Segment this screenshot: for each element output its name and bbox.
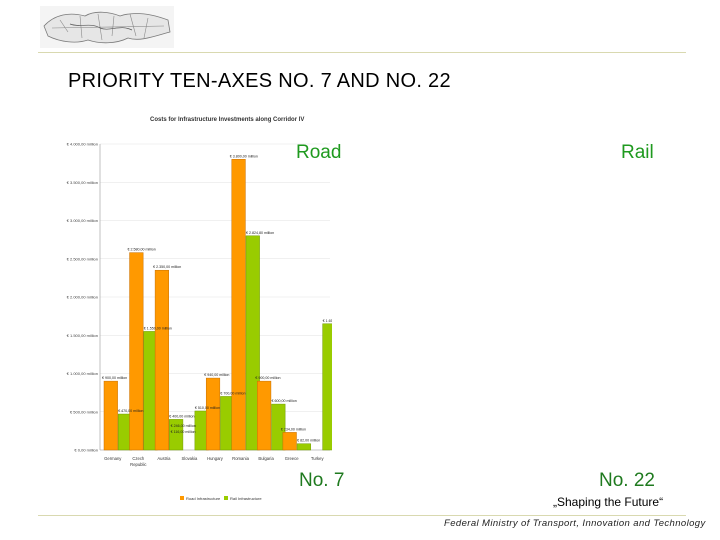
data-label: € 510,00 million bbox=[195, 406, 220, 410]
road-bar-4 bbox=[205, 377, 221, 451]
rail-bar-5 bbox=[245, 235, 260, 451]
data-label: € 940,00 million bbox=[204, 373, 229, 377]
road-bar-7 bbox=[282, 432, 297, 451]
y-tick-label: € 3.500,00 million bbox=[67, 180, 98, 185]
x-tick-label: Germany bbox=[104, 456, 122, 461]
road-bar-2 bbox=[154, 269, 169, 451]
x-tick-label: Slovakia bbox=[182, 456, 198, 461]
bottom-divider bbox=[38, 515, 686, 516]
y-tick-label: € 2.500,00 million bbox=[67, 256, 98, 261]
x-tick-label: Austria bbox=[157, 456, 171, 461]
axis-no7-label: No. 7 bbox=[299, 470, 345, 491]
page-title: PRIORITY TEN-AXES NO. 7 AND NO. 22 bbox=[68, 70, 451, 92]
europe-map-logo bbox=[40, 6, 174, 48]
rail-label: Rail bbox=[621, 142, 654, 163]
chart-title: Costs for Infrastructure Investments alo… bbox=[150, 117, 304, 123]
x-tick-label: Republic bbox=[130, 462, 146, 467]
y-tick-label: € 1.500,00 million bbox=[67, 333, 98, 338]
data-label: € 700,00 million bbox=[220, 391, 245, 395]
rail-bar-8 bbox=[322, 323, 332, 451]
road-bar-1 bbox=[129, 252, 144, 451]
x-tick-label: Bulgaria bbox=[258, 456, 274, 461]
top-divider bbox=[38, 52, 686, 53]
rail-bar-2 bbox=[169, 419, 184, 451]
x-tick-label: Czech bbox=[132, 456, 145, 461]
data-label: € 234,00 million bbox=[281, 427, 306, 431]
rail-bar-7 bbox=[296, 443, 311, 451]
data-label: € 900,00 million bbox=[255, 376, 280, 380]
y-tick-label: € 2.000,00 million bbox=[67, 295, 98, 300]
rail-bar-6 bbox=[271, 403, 286, 451]
data-label: € 3.800,00 million bbox=[230, 154, 258, 158]
data-label: € 600,00 million bbox=[272, 399, 297, 403]
legend-swatch bbox=[224, 496, 228, 500]
road-label: Road bbox=[296, 142, 342, 163]
data-label-extra: € 246,00 million bbox=[171, 424, 196, 428]
data-label: € 470,00 million bbox=[118, 409, 143, 413]
road-bar-5 bbox=[231, 159, 246, 451]
data-label: € 1.650,00 million bbox=[323, 319, 332, 323]
data-label: € 400,00 million bbox=[169, 414, 194, 418]
data-label: € 900,00 million bbox=[102, 376, 127, 380]
data-label: € 2.824,80 million bbox=[246, 231, 274, 235]
axis-no22-label: No. 22 bbox=[599, 470, 655, 491]
x-tick-label: Greece bbox=[285, 456, 299, 461]
y-tick-label: € 3.000,00 million bbox=[67, 218, 98, 223]
ministry-footer: Federal Ministry of Transport, Innovatio… bbox=[444, 518, 706, 529]
y-tick-label: € 0,00 million bbox=[74, 448, 98, 453]
slogan: „Shaping the Future“ bbox=[553, 495, 664, 509]
y-tick-label: € 1.000,00 million bbox=[67, 371, 98, 376]
data-label-extra: € 116,00 million bbox=[171, 430, 196, 434]
investment-bar-chart: Costs for Infrastructure Investments alo… bbox=[67, 117, 332, 501]
y-tick-label: € 500,00 million bbox=[70, 409, 98, 414]
x-tick-label: Romania bbox=[232, 456, 249, 461]
data-label: € 2.580,00 million bbox=[128, 248, 156, 252]
legend-entry: Rail Infrastructure bbox=[230, 496, 262, 501]
legend-entry: Road Infrastructure bbox=[186, 496, 221, 501]
road-bar-6 bbox=[257, 380, 272, 451]
data-label: € 82,00 million bbox=[297, 439, 320, 443]
road-bar-0 bbox=[103, 380, 118, 451]
x-tick-label: Turkey bbox=[311, 456, 325, 461]
data-label: € 2.350,00 million bbox=[153, 265, 181, 269]
data-label: € 1.550,00 million bbox=[144, 326, 172, 330]
y-tick-label: € 4.000,00 million bbox=[67, 142, 98, 147]
x-tick-label: Hungary bbox=[207, 456, 224, 461]
legend-swatch bbox=[180, 496, 184, 500]
